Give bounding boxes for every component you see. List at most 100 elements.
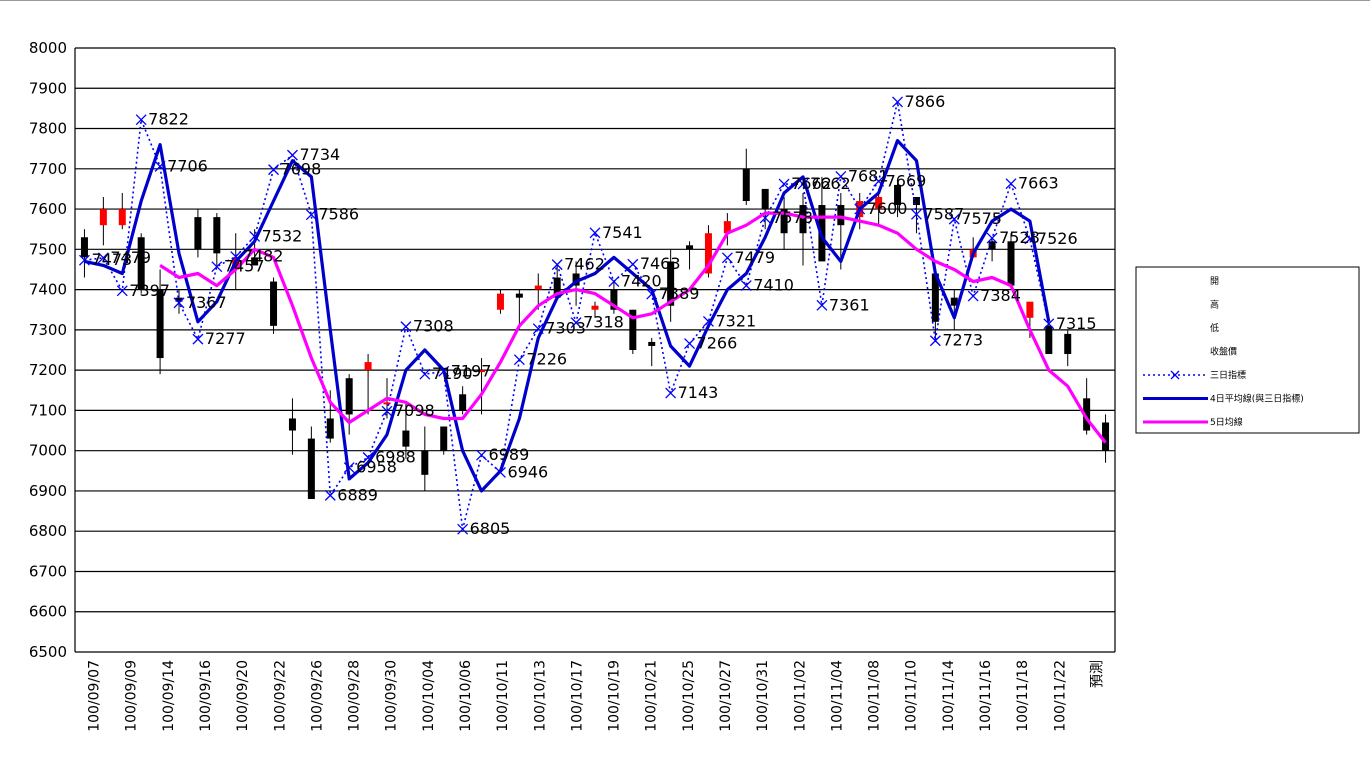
x-tick-label: 100/09/16 xyxy=(198,660,214,732)
candle-body xyxy=(723,221,731,234)
marker-x xyxy=(816,299,828,311)
candle-body xyxy=(742,168,750,202)
candle-body xyxy=(610,289,618,310)
legend-label: 三日指標 xyxy=(1210,369,1246,381)
legend-box xyxy=(1135,266,1360,434)
data-label: 6805 xyxy=(470,519,511,538)
data-label: 7681 xyxy=(848,166,889,185)
candle-body xyxy=(1045,325,1053,355)
marker-x xyxy=(476,449,488,461)
x-tick-label: 100/10/17 xyxy=(569,660,585,732)
candle-body xyxy=(80,237,88,258)
data-labels: 7473747973977822770673677277745774827532… xyxy=(91,92,1096,538)
data-label: 7822 xyxy=(148,110,189,129)
data-label: 7315 xyxy=(1056,314,1097,333)
legend-label: 高 xyxy=(1210,299,1219,311)
candle-body xyxy=(648,341,656,346)
x-tick-label: 100/09/09 xyxy=(124,660,140,732)
x-tick-label: 100/11/02 xyxy=(792,660,808,732)
candle-body xyxy=(629,309,637,350)
data-label: 6889 xyxy=(337,485,378,504)
data-label: 7367 xyxy=(186,293,227,312)
y-tick-label: 7300 xyxy=(29,321,67,339)
marker-x xyxy=(513,354,525,366)
data-label: 7578 xyxy=(772,208,813,227)
data-label: 6958 xyxy=(356,458,397,477)
legend-label: 收盤價 xyxy=(1210,346,1237,358)
candle-body xyxy=(1102,422,1110,451)
marker-x xyxy=(740,280,752,292)
candle-body xyxy=(931,273,939,322)
x-tick-label: 100/10/13 xyxy=(532,660,548,732)
candle-body xyxy=(440,426,448,451)
marker-x xyxy=(684,338,696,350)
marker-x xyxy=(97,252,109,264)
marker-x xyxy=(192,333,204,345)
data-label: 7397 xyxy=(129,281,170,300)
legend-label: 開 xyxy=(1210,276,1219,287)
candle-body xyxy=(534,285,542,290)
marker-x xyxy=(986,232,998,244)
marker-x xyxy=(135,114,147,126)
x-tick-label: 預測 xyxy=(1089,660,1105,688)
x-tick-label: 100/09/26 xyxy=(309,660,325,732)
y-tick-label: 7200 xyxy=(29,361,67,379)
candle-body xyxy=(99,209,107,226)
y-tick-label: 6700 xyxy=(29,562,67,580)
candle-body xyxy=(1026,301,1034,318)
candle-body xyxy=(799,205,807,234)
y-tick-label: 6500 xyxy=(29,643,67,661)
marker-x xyxy=(892,96,904,108)
x-tick-label: 100/10/27 xyxy=(718,660,734,732)
data-label: 7410 xyxy=(753,276,794,295)
candle-body xyxy=(950,297,958,306)
candle-body xyxy=(912,196,920,206)
x-tick-label: 100/11/18 xyxy=(1015,660,1031,732)
x-tick-label: 100/10/11 xyxy=(495,660,511,732)
marker-x xyxy=(929,335,941,347)
line-三日指標 xyxy=(84,101,1050,531)
data-label: 7266 xyxy=(697,334,738,353)
data-label: 7303 xyxy=(545,319,586,338)
legend-label: 低 xyxy=(1210,322,1219,334)
marker-x xyxy=(116,285,128,297)
marker-x xyxy=(419,368,431,380)
data-label: 7420 xyxy=(621,272,662,291)
marker-x xyxy=(173,297,185,309)
marker-x xyxy=(835,170,847,182)
x-tick-label: 100/09/14 xyxy=(161,660,177,732)
marker-x xyxy=(910,208,922,220)
candle-body xyxy=(459,394,467,411)
data-label: 7587 xyxy=(923,204,964,223)
data-label: 7143 xyxy=(678,383,719,402)
x-tick-label: 100/10/06 xyxy=(458,660,474,732)
marker-x xyxy=(457,523,469,535)
x-tick-label: 100/09/20 xyxy=(235,660,251,732)
data-label: 7463 xyxy=(640,254,681,273)
candle-body xyxy=(894,184,902,206)
data-label: 7389 xyxy=(659,284,700,303)
x-tick-label: 100/09/28 xyxy=(347,660,363,732)
marker-x xyxy=(362,452,374,463)
data-label: 7098 xyxy=(394,401,435,420)
marker-x xyxy=(665,387,677,399)
candle-body xyxy=(591,305,599,310)
x-axis: 100/09/07 100/09/09 100/09/14 100/09/16 100/… xyxy=(87,660,1106,732)
candle-body xyxy=(837,205,845,226)
y-tick-label: 7400 xyxy=(29,281,67,299)
data-label: 7482 xyxy=(243,247,284,266)
x-tick-label: 100/10/04 xyxy=(421,660,437,732)
legend-label: 5日均線 xyxy=(1210,416,1243,428)
candle-body xyxy=(137,237,145,290)
y-tick-label: 7000 xyxy=(29,442,67,460)
candle-body xyxy=(496,293,504,310)
y-tick-label: 7700 xyxy=(29,160,67,178)
data-label: 7669 xyxy=(886,171,927,190)
candle-body xyxy=(761,188,769,210)
line-4日平均線 xyxy=(84,139,1051,493)
candle-body xyxy=(288,418,296,431)
data-label: 7197 xyxy=(451,361,492,380)
candle-body xyxy=(667,261,675,306)
data-label: 6988 xyxy=(375,448,416,467)
